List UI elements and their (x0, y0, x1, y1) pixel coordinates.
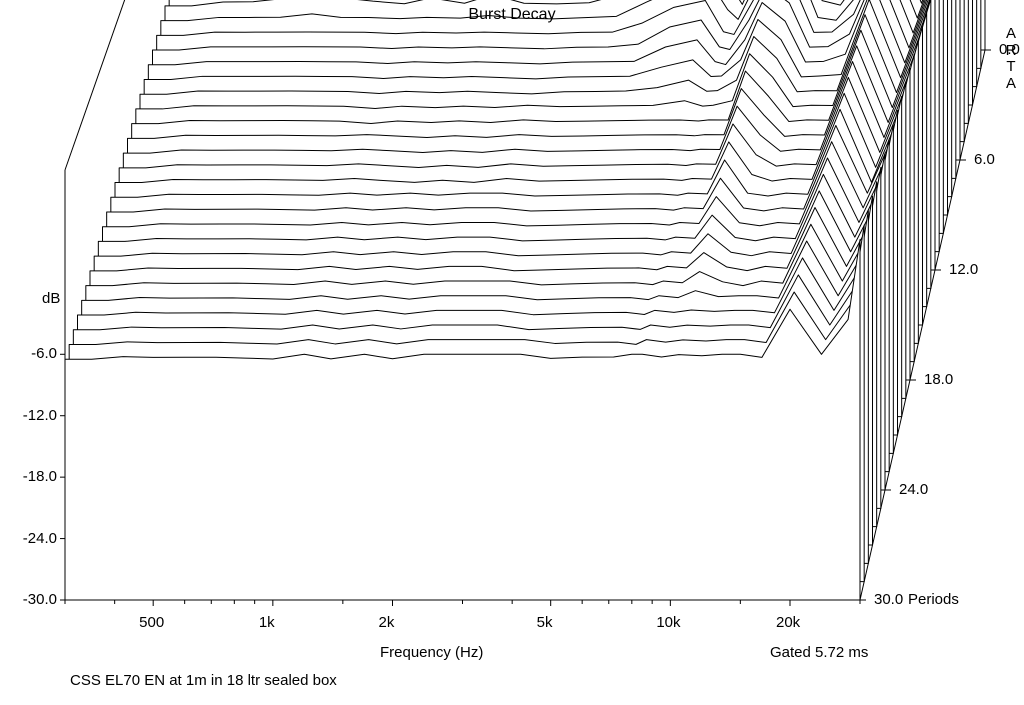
y-tick: -18.0 (23, 468, 57, 485)
z-tick: 0.0 (999, 41, 1020, 58)
z-tick: 6.0 (974, 151, 995, 168)
y-tick: -24.0 (23, 530, 57, 547)
gated-label: Gated 5.72 ms (770, 644, 868, 661)
x-tick: 2k (379, 614, 395, 631)
burst-decay-waterfall (0, 0, 1024, 705)
chart-title: Burst Decay (0, 6, 1024, 24)
z-tick: 12.0 (949, 261, 978, 278)
y-tick: -12.0 (23, 407, 57, 424)
x-tick: 5k (537, 614, 553, 631)
x-tick: 1k (259, 614, 275, 631)
z-axis-label: Periods (908, 591, 959, 608)
y-tick: -30.0 (23, 591, 57, 608)
z-tick: 24.0 (899, 481, 928, 498)
y-axis-label: dB (42, 290, 60, 307)
x-axis-label: Frequency (Hz) (380, 644, 483, 661)
z-tick: 18.0 (924, 371, 953, 388)
x-tick: 20k (776, 614, 800, 631)
x-tick: 10k (656, 614, 680, 631)
x-tick: 500 (139, 614, 164, 631)
brand-arta: ARTA (1004, 26, 1018, 92)
footer-caption: CSS EL70 EN at 1m in 18 ltr sealed box (70, 672, 337, 689)
y-tick: -6.0 (31, 345, 57, 362)
z-tick: 30.0 (874, 591, 903, 608)
